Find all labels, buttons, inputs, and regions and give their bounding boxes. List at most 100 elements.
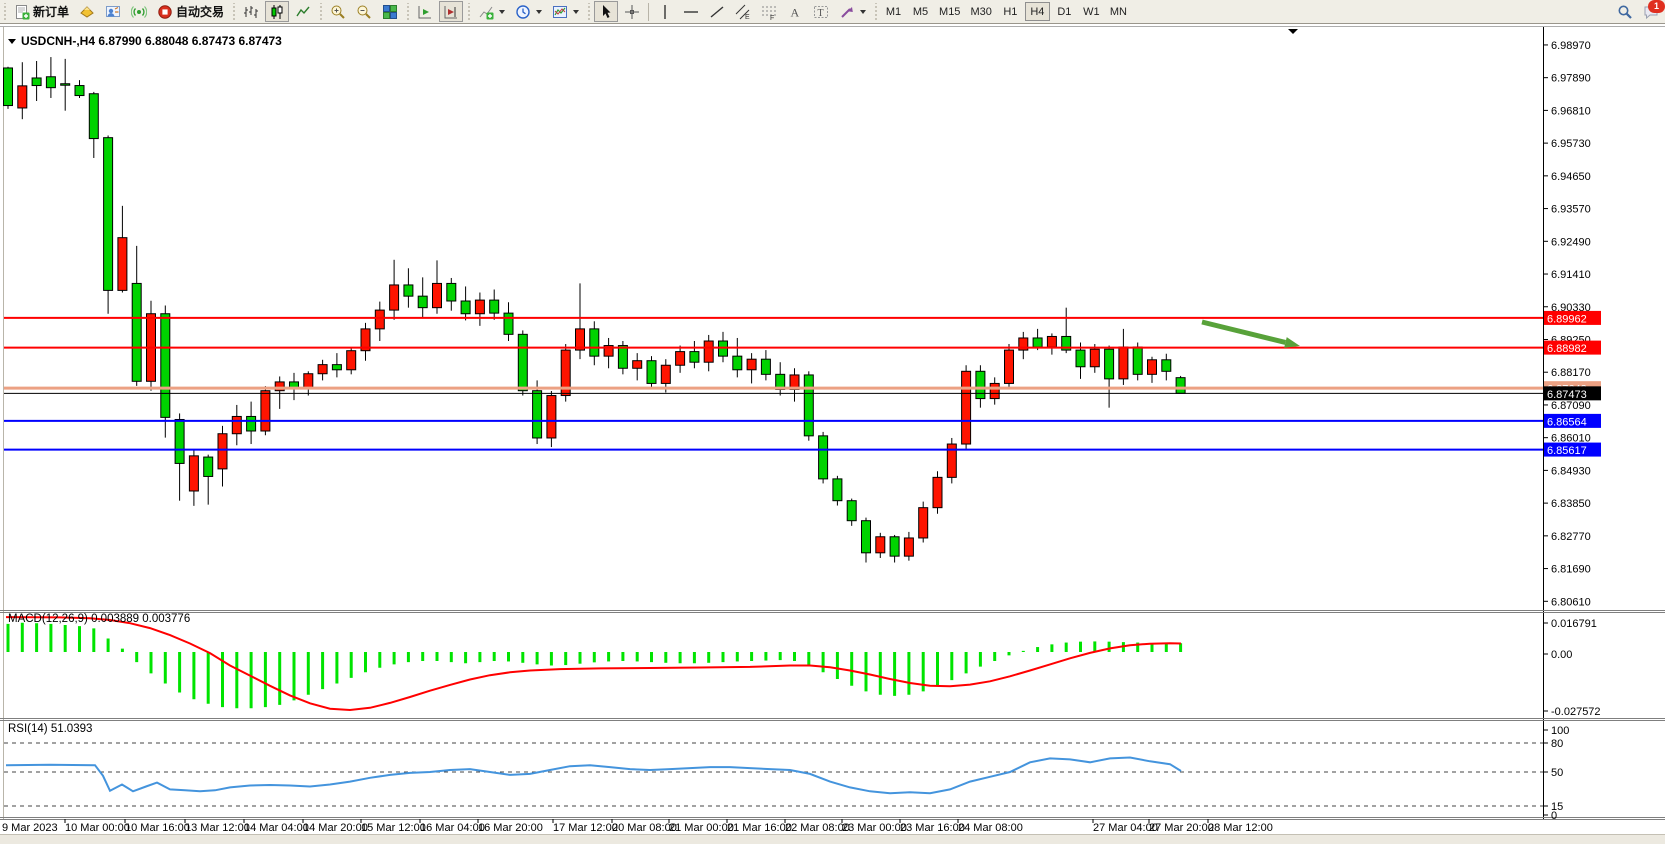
search-icon[interactable] [1617,4,1633,20]
channel-button[interactable]: E [731,1,755,22]
text-label-button[interactable]: T [809,1,833,22]
candle-body-bull [389,284,400,311]
timeframe-W1[interactable]: W1 [1079,2,1104,21]
crosshair-icon [625,4,640,19]
signals-button[interactable] [127,1,151,22]
toolbar-grip[interactable] [231,2,237,21]
chart-window[interactable]: 6.98970 6.97890 6.96810 6.95730 6.94650 6.935… [0,26,1665,835]
time-label: 27 Mar 20:00 [1149,822,1214,834]
candle-body-bull [1018,337,1029,351]
candle [1018,331,1029,360]
cursor-button[interactable] [594,1,619,22]
macd-scale-label: 0.00 [1551,649,1572,661]
timeframe-H4[interactable]: H4 [1024,2,1050,22]
candle-body-bear [689,351,700,363]
macd-scale-label: 0.016791 [1551,618,1597,630]
toolbar-grip[interactable] [2,2,7,21]
equidistant-channel-icon: E [735,4,750,20]
autotrading-button[interactable]: 自动交易 [153,1,228,22]
tile-windows-icon [383,4,398,19]
timeframe-M1[interactable]: M1 [881,2,906,21]
text-button[interactable]: A [783,1,807,22]
candle-body-bull [546,395,557,439]
timeframe-H1[interactable]: H1 [998,2,1023,21]
signals-icon [131,5,148,18]
candle [818,431,829,484]
candle [918,501,929,543]
indicators-button[interactable] [474,1,509,22]
annotation-arrow-shaft[interactable] [1201,319,1287,345]
autotrading-icon [158,4,172,19]
zoom-out-button[interactable] [352,1,376,22]
candle [1161,353,1172,381]
trendline-button[interactable] [705,1,729,22]
toolbar-grip[interactable] [405,2,411,21]
community-button[interactable] [101,1,125,22]
candle-body-bear [1032,337,1043,348]
candle [160,305,171,438]
candle-body-bull [903,537,914,557]
candle [146,300,156,391]
candle [989,377,1000,405]
candle-body-bull [260,390,271,432]
toolbar-grip[interactable] [873,2,879,21]
candle-body-bear [846,500,857,522]
chart-shift-button[interactable] [439,1,464,22]
candle [503,302,514,341]
candlestick-chart-button[interactable] [265,1,290,22]
price-tick-label: 6.96810 [1551,105,1591,117]
candle [403,268,414,308]
candle-body-bull [317,364,328,375]
candle [632,353,643,381]
fibonacci-button[interactable]: F [757,1,781,22]
templates-button[interactable] [548,1,583,22]
time-label: 21 Mar 00:00 [669,822,734,834]
candle-body-bull [188,455,199,492]
zoom-in-button[interactable] [326,1,350,22]
chart-shift-marker[interactable] [1288,29,1298,34]
auto-scroll-button[interactable] [413,1,437,22]
candle [875,532,886,558]
notifications-button[interactable]: 1 [1643,0,1665,20]
toolbar-grip[interactable] [318,2,324,21]
periods-button[interactable] [511,1,546,22]
line-chart-button[interactable] [291,1,315,22]
timeframe-D1[interactable]: D1 [1052,2,1077,21]
toolbar-separator [648,2,650,21]
price-tick-label: 6.95730 [1551,138,1591,150]
candle-body-bull [932,476,943,509]
candle-body-bear [174,418,185,464]
new-order-button[interactable]: 新订单 [10,1,73,22]
candle-body-bull [1118,346,1129,380]
toolbar-grip[interactable] [466,2,472,21]
candle [60,58,71,111]
tile-windows-button[interactable] [378,1,402,22]
candle-body-bull [875,536,886,554]
candle [203,454,214,505]
timeframe-M15[interactable]: M15 [935,2,964,21]
candle-body-bear [803,374,814,437]
vertical-line-button[interactable] [653,1,677,22]
candle [260,386,271,436]
timeframe-M5[interactable]: M5 [908,2,933,21]
gold-button[interactable] [75,1,99,22]
candle [3,66,13,109]
autotrading-label: 自动交易 [176,5,225,19]
candle [246,401,257,445]
bar-chart-button[interactable] [239,1,263,22]
timeframe-M30[interactable]: M30 [966,2,995,21]
price-axis[interactable]: 6.98970 6.97890 6.96810 6.95730 6.94650 6.935… [1543,40,1601,608]
crosshair-button[interactable] [620,1,644,22]
candle [360,322,371,361]
candle [88,91,99,158]
timeframe-MN[interactable]: MN [1106,2,1131,21]
toolbar-grip[interactable] [586,2,592,21]
chart-canvas[interactable]: 6.98970 6.97890 6.96810 6.95730 6.94650 6.935… [0,27,1665,835]
candle-body-bull [1147,359,1157,375]
candle [732,337,743,378]
annotation-arrow-head[interactable] [1284,337,1300,348]
candle-body-bear [1132,346,1143,375]
horizontal-line-button[interactable] [679,1,703,22]
shapes-button[interactable] [835,1,870,22]
